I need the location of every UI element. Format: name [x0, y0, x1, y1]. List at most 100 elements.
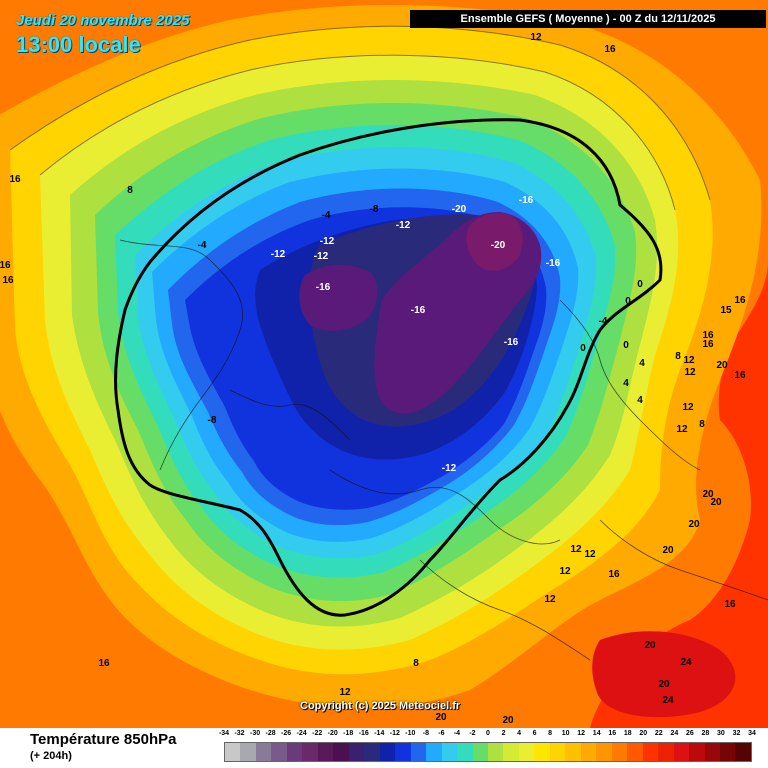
legend-swatch — [642, 743, 659, 761]
legend-swatch — [549, 743, 566, 761]
contour-label: 12 — [684, 367, 696, 378]
legend-label: -14 — [374, 730, 385, 737]
temperature-map: 12 16 16 16 16 8 -4 -8 -12 -12 -4 -12 -12 -16 -20 -16 -2… — [0, 0, 768, 728]
legend-label: -30 — [249, 730, 261, 737]
contour-label: -12 — [442, 463, 457, 474]
contour-label: -12 — [396, 220, 411, 231]
legend-label: -10 — [405, 730, 416, 737]
legend-label: -16 — [358, 730, 369, 737]
legend-label: 0 — [486, 730, 490, 737]
legend-swatch — [735, 743, 751, 761]
contour-label: -16 — [546, 258, 561, 269]
legend-label: 2 — [501, 730, 506, 737]
lead-time: (+ 204h) — [30, 750, 72, 762]
contour-label: 16 — [702, 330, 714, 341]
legend-label: -24 — [296, 730, 307, 737]
contour-label: -4 — [599, 316, 608, 327]
legend-swatch — [673, 743, 690, 761]
legend-label: 34 — [748, 730, 756, 737]
legend-swatch — [457, 743, 473, 761]
contour-label: 16 — [98, 658, 110, 669]
contour-label: -20 — [491, 240, 506, 251]
forecast-date: Jeudi 20 novembre 2025 — [16, 12, 190, 29]
color-legend: -34 -32 -30 -28 -26 -24 -22 -20 -18 -16 -14 -12 -10-… — [219, 730, 756, 766]
contour-label: 8 — [675, 351, 681, 362]
legend-swatch — [379, 743, 396, 761]
legend-swatch — [627, 743, 643, 761]
legend-swatch — [658, 743, 674, 761]
map-footer: Température 850hPa (+ 204h) -34 -32 -30 -28… — [0, 728, 768, 768]
contour-label: -16 — [504, 337, 519, 348]
legend-label: -28 — [265, 730, 276, 737]
contour-label: 4 — [623, 378, 629, 389]
contour-label: 12 — [559, 566, 571, 577]
legend-swatch — [333, 743, 349, 761]
contour-label: 20 — [702, 489, 714, 500]
contour-label: 12 — [584, 549, 596, 560]
legend-swatch — [302, 743, 318, 761]
contour-label: 20 — [688, 519, 700, 530]
legend-label: 14 — [592, 730, 601, 737]
contour-label: 12 — [570, 544, 582, 555]
contour-label: -16 — [411, 305, 426, 316]
contour-label: 12 — [683, 355, 695, 366]
contour-label: 0 — [623, 340, 629, 351]
contour-label: -12 — [320, 236, 335, 247]
legend-swatch — [472, 743, 488, 761]
zone-plus24 — [592, 631, 736, 718]
contour-label: 16 — [608, 569, 620, 580]
contour-line — [9, 25, 711, 201]
contour-label: 0 — [580, 343, 586, 354]
contour-label: 20 — [644, 640, 656, 651]
contour-label: 0 — [625, 296, 631, 307]
legend-swatch — [704, 743, 720, 761]
legend-swatch — [580, 743, 597, 761]
legend-swatch — [395, 743, 411, 761]
zone-minus20 — [466, 213, 523, 271]
legend-label: 30 — [717, 730, 725, 737]
contour-label: 15 — [720, 305, 732, 316]
legend-swatch — [487, 743, 504, 761]
copyright-text: Copyright (c) 2025 Meteociel.fr — [300, 700, 461, 712]
contour-label: 24 — [662, 695, 674, 706]
contour-label: 16 — [724, 599, 736, 610]
contour-label: 16 — [9, 174, 21, 185]
contour-label: -12 — [314, 251, 329, 262]
legend-swatch — [441, 743, 458, 761]
legend-label: 24 — [670, 730, 679, 737]
contour-label: 12 — [676, 424, 688, 435]
legend-swatch — [596, 743, 612, 761]
legend-label: -18 — [343, 730, 354, 737]
contour-label: 24 — [680, 657, 692, 668]
contour-line — [39, 54, 676, 211]
contour-label: 20 — [502, 715, 514, 726]
contour-label: -8 — [208, 415, 217, 426]
legend-label: -26 — [281, 730, 292, 737]
product-title: Température 850hPa — [30, 731, 177, 748]
legend-swatch — [317, 743, 334, 761]
legend-label: 20 — [639, 730, 648, 737]
contour-label: 16 — [734, 295, 746, 306]
legend-label: 26 — [685, 730, 694, 737]
contour-label: -16 — [519, 195, 534, 206]
contour-label: 20 — [710, 497, 722, 508]
legend-label: -12 — [389, 730, 400, 737]
contour-label: 16 — [604, 44, 616, 55]
legend-swatch — [364, 743, 380, 761]
legend-label: -32 — [234, 730, 245, 737]
legend-labels: -34 -32 -30 -28 -26 -24 -22 -20 -18 -16 -14 -12 -10-… — [219, 730, 756, 742]
contour-label: -4 — [198, 240, 207, 251]
legend-label: 22 — [654, 730, 663, 737]
contour-label: 8 — [413, 658, 419, 669]
contour-label: 20 — [662, 545, 674, 556]
legend-swatch — [720, 743, 736, 761]
contour-label: -16 — [316, 282, 331, 293]
legend-label: -22 — [312, 730, 323, 737]
contour-label: 20 — [435, 712, 447, 723]
contour-label: 4 — [637, 395, 643, 406]
contour-label: 0 — [637, 279, 643, 290]
legend-label: 18 — [623, 730, 632, 737]
contour-label: 20 — [658, 679, 670, 690]
